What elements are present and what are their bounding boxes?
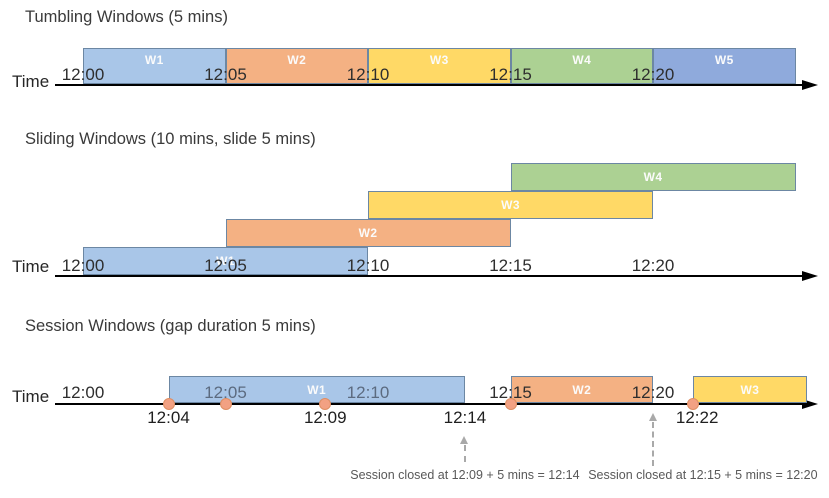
window-label: W4 <box>643 170 663 184</box>
axis-tick-1210: 12:10 <box>346 383 390 402</box>
window-label: W3 <box>501 198 520 212</box>
axis-tick-1220: 12:20 <box>631 65 675 84</box>
time-axis-label-sliding: Time <box>12 257 50 276</box>
axis-tick-1215: 12:15 <box>489 65 532 84</box>
window-w2: W2 <box>510 376 653 403</box>
axis-tick-1200: 12:00 <box>61 65 105 84</box>
window-w2: W2 <box>225 219 511 247</box>
window-w1: W1 <box>168 376 465 403</box>
session-closed-caption-1: Session closed at 12:09 + 5 mins = 12:14 <box>350 468 580 482</box>
axis-tick-1210: 12:10 <box>346 65 390 84</box>
section-title-sliding: Sliding Windows (10 mins, slide 5 mins) <box>25 130 316 148</box>
event-time-1204: 12:04 <box>147 408 190 427</box>
window-w3: W3 <box>368 48 511 84</box>
event-time-1209: 12:09 <box>303 408 347 427</box>
axis-tick-1210: 12:10 <box>346 256 390 275</box>
window-label: W3 <box>740 382 760 397</box>
window-w4: W4 <box>510 48 653 84</box>
section-title-tumbling: Tumbling Windows (5 mins) <box>25 8 228 26</box>
axis-tick-1205: 12:05 <box>204 256 247 275</box>
window-label: W3 <box>429 53 449 67</box>
window-w5: W5 <box>653 48 796 84</box>
section-title-session: Session Windows (gap duration 5 mins) <box>25 317 316 335</box>
time-axis-label-tumbling: Time <box>12 72 50 91</box>
window-w1: W1 <box>83 48 226 84</box>
event-dot <box>686 398 699 410</box>
axis-tick-1220: 12:20 <box>631 383 675 402</box>
window-w2: W2 <box>225 48 368 84</box>
axis-tick-1215: 12:15 <box>489 256 532 275</box>
event-dot <box>504 398 517 410</box>
axis-tick-1220: 12:20 <box>631 256 675 275</box>
time-axis-tumbling <box>55 84 803 86</box>
annotation-arrow-stem <box>652 422 654 466</box>
window-label: W2 <box>572 382 592 397</box>
session-closed-caption-2: Session closed at 12:15 + 5 mins = 12:20 <box>588 468 818 482</box>
time-axis-label-session: Time <box>12 387 50 406</box>
window-w3: W3 <box>368 191 653 219</box>
axis-tick-1205: 12:05 <box>204 383 247 402</box>
event-dot <box>219 398 232 410</box>
window-label: W2 <box>358 226 378 240</box>
axis-arrowhead-icon <box>802 79 818 90</box>
event-time-1214: 12:14 <box>443 408 487 427</box>
window-label: W1 <box>144 53 164 67</box>
axis-tick-1205: 12:05 <box>204 65 247 84</box>
time-axis-session <box>55 403 803 405</box>
axis-tick-1200: 12:00 <box>61 256 105 275</box>
axis-arrowhead-icon <box>802 270 818 281</box>
event-time-1222: 12:22 <box>675 408 719 427</box>
annotation-arrow-stem <box>463 445 466 462</box>
axis-tick-1215: 12:15 <box>489 383 532 402</box>
time-axis-sliding <box>55 275 803 277</box>
window-label: W5 <box>714 53 734 67</box>
window-label: W1 <box>216 254 235 268</box>
window-label: W2 <box>287 53 307 67</box>
axis-arrowhead-icon <box>802 398 818 409</box>
window-label: W1 <box>307 382 327 397</box>
window-w4: W4 <box>510 163 796 191</box>
annotation-arrow-icon <box>648 413 657 421</box>
event-dot <box>319 398 332 410</box>
axis-tick-1200: 12:00 <box>61 383 105 402</box>
annotation-arrow-icon <box>460 436 469 444</box>
window-label: W4 <box>572 53 592 67</box>
event-dot <box>162 398 175 410</box>
window-w1: W1 <box>83 247 368 275</box>
window-w3: W3 <box>692 376 807 403</box>
